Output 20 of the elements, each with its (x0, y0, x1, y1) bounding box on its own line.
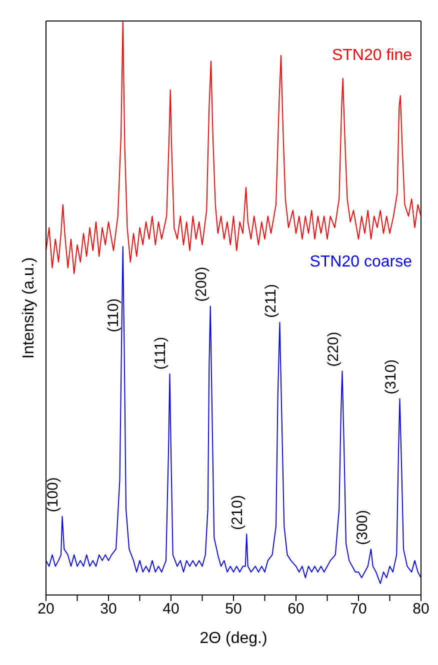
annotation: (211) (262, 284, 280, 318)
y-axis-title: Intensity (a.u.) (20, 257, 38, 359)
annotation: (220) (325, 332, 342, 367)
annotation: (300) (354, 510, 371, 545)
annotation: (110) (105, 298, 122, 332)
x-tick-label: 40 (162, 600, 180, 618)
annotation: (210) (229, 495, 246, 530)
annotation: (200) (192, 266, 210, 302)
series-label: STN20 fine (332, 47, 412, 64)
annotation: (111) (152, 336, 170, 370)
x-axis-title: 2Θ (deg.) (200, 630, 268, 647)
x-tick-label: 80 (412, 600, 430, 618)
annotation: (100) (44, 477, 62, 512)
x-tick-label: 70 (350, 600, 367, 618)
text: STN20 coarse (310, 254, 412, 270)
x-tick-label: 50 (225, 600, 242, 618)
x-tick-label: 20 (38, 600, 54, 618)
x-tick-label: 60 (288, 600, 304, 618)
annotation: (310) (382, 359, 400, 394)
x-tick-label: 30 (100, 600, 117, 618)
